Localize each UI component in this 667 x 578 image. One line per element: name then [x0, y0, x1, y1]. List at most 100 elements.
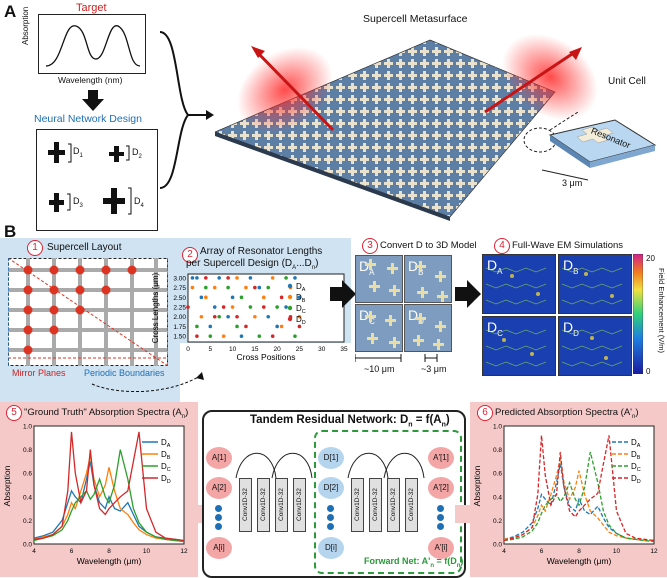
step6-number: 6 [477, 405, 493, 421]
cross-shapes [48, 142, 132, 215]
panel-label-a: A [4, 2, 17, 21]
scatter-point-d [297, 324, 302, 329]
pr-ytick-label: 0.4 [493, 494, 502, 501]
resonator-length-scatter: 1.50 1.75 2.00 2.25 2.50 2.75 3.00 0 5 10 15 20 25 3… [152, 272, 348, 362]
step3-title: Convert D to 3D Model [380, 240, 477, 251]
output-node-1: A'[1] [428, 447, 454, 469]
pr-series-d [503, 435, 655, 542]
gt-ytick-label: 0.2 [23, 518, 32, 525]
residual-skip-arrows [235, 452, 425, 479]
down-arrow-icon [82, 90, 104, 111]
unit-cell-label: Unit Cell [608, 76, 646, 87]
scatter-ytick-label: 2.00 [173, 314, 186, 321]
gt-xlabel: Wavelength (μm) [77, 556, 142, 566]
mid-node-2: D[2] [318, 477, 344, 499]
scatter-point-a [257, 285, 262, 290]
gt-legend-entry: DD [161, 474, 171, 485]
scatter-point-c [204, 285, 208, 290]
scatter-point-b [235, 276, 239, 280]
scatter-ytick-label: 2.25 [173, 305, 186, 312]
scatter-legend-entry: DA [296, 282, 306, 293]
step4-number: 4 [494, 238, 510, 254]
periodic-boundaries-label: Periodic Boundaries [84, 368, 165, 378]
pr-series-b [503, 458, 654, 542]
scatter-point-c [239, 295, 244, 300]
scatter-point-c [208, 334, 213, 338]
scatter-point-a [266, 314, 271, 319]
target-spectrum [38, 14, 146, 74]
scatter-ytick-label: 2.50 [173, 295, 186, 302]
step6-title: Predicted Absorption Spectra (A'n) [495, 407, 639, 420]
scatter-point-b [297, 314, 302, 319]
scatter-point-a [195, 276, 199, 280]
gt-series-d [33, 431, 185, 542]
pr-legend-entry: DA [631, 438, 641, 449]
scatter-point-c [266, 285, 271, 290]
input-node-1: A[1] [206, 447, 232, 469]
model-scale-3um: ~3 μm [421, 364, 447, 374]
target-ylabel: Absorption [21, 6, 30, 45]
scatter-point-c [275, 305, 279, 309]
scatter-point-c [195, 324, 199, 329]
scatter-point-d [270, 334, 275, 338]
scatter-point-b [212, 285, 217, 290]
gt-xtick-label: 10 [143, 548, 151, 555]
step1-title: Supercell Layout [47, 242, 122, 253]
scatter-point-a [212, 305, 217, 309]
unit-scale-bar [541, 169, 589, 181]
conv-layer-6: Conv1D-32 [369, 478, 382, 532]
supercell-metasurface [215, 33, 598, 221]
scatter-legend-entry: DD [296, 315, 306, 326]
scatter-point-a [293, 276, 297, 280]
target-xlabel: Wavelength (nm) [58, 75, 123, 85]
scatter-point-b [244, 285, 248, 290]
scatter-point-c [248, 305, 253, 309]
scatter-point-a [239, 334, 244, 338]
scatter-point-c [226, 285, 230, 290]
scatter-point-d [221, 305, 226, 309]
scatter-point-a [248, 276, 253, 280]
pr-xtick-label: 12 [650, 548, 658, 555]
unit-cell-diagram [523, 111, 657, 168]
scatter-point-a [208, 324, 213, 329]
scatter-ytick-label: 1.50 [173, 334, 186, 341]
scatter-point-c [293, 334, 297, 338]
conv-layer-5: Conv1D-32 [351, 478, 364, 532]
pr-xtick-label: 10 [613, 548, 621, 555]
right-arrow-icon-2 [455, 280, 481, 308]
scatter-xtick-label: 35 [340, 346, 348, 353]
scatter-point-a [190, 276, 195, 280]
gt-ytick-label: 0.6 [23, 471, 32, 478]
step4-title: Full-Wave EM Simulations [512, 240, 624, 251]
pr-xtick-label: 6 [540, 548, 544, 555]
gt-ylabel: Absorption [2, 465, 12, 506]
scatter-point-d [226, 276, 230, 280]
pred-plot-area [503, 425, 655, 545]
gt-series-b [33, 455, 184, 542]
supercell-layout-grid [8, 258, 168, 366]
step2-number: 2 [182, 247, 198, 263]
model-scale-bars [355, 354, 438, 362]
nn-label-d1: D1 [73, 146, 83, 159]
gt-ytick-label: 0.4 [23, 494, 32, 501]
nn-design-title: Neural Network Design [34, 113, 142, 125]
scatter-xtick-label: 5 [208, 346, 212, 353]
scatter-point-b [253, 314, 257, 319]
conv-layer-1: Conv1D-32 [239, 478, 252, 532]
scatter-xtick-label: 30 [318, 346, 326, 353]
scatter-point-c [257, 334, 262, 338]
pred-xlabel: Wavelength (μm) [547, 556, 612, 566]
scatter-point-a [297, 295, 302, 300]
pred-ylabel: Absorption [472, 465, 482, 506]
gt-series-c [33, 449, 185, 543]
pr-legend-entry: DD [631, 474, 641, 485]
scatter-legend-entry: DC [296, 304, 306, 315]
scatter-point-a [275, 324, 279, 329]
forward-net-box [314, 430, 462, 574]
input-node-i: A[i] [206, 537, 232, 559]
gt-ytick-label: 0.0 [23, 542, 32, 549]
pr-ytick-label: 0.2 [493, 518, 502, 525]
scatter-point-b [279, 324, 284, 329]
scatter-point-a [226, 314, 230, 319]
